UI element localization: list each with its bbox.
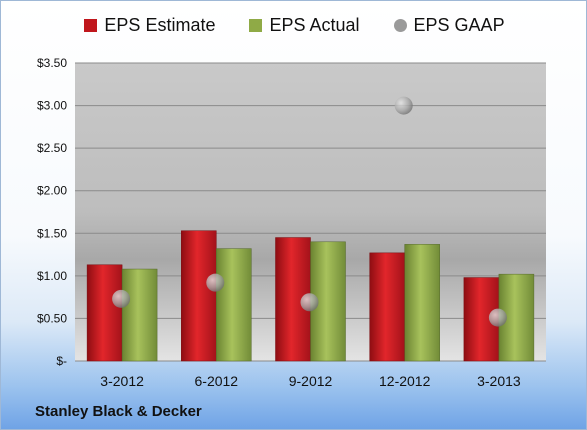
bar-eps-estimate <box>181 230 217 362</box>
x-tick-label: 12-2012 <box>379 373 431 389</box>
point-eps-gaap <box>206 273 225 292</box>
legend-label-actual: EPS Actual <box>269 15 360 35</box>
legend-swatch-estimate <box>84 19 98 32</box>
y-tick-label: $1.50 <box>37 226 67 240</box>
x-tick-label: 3-2012 <box>100 373 144 389</box>
legend-item-actual: EPS Actual <box>249 15 360 36</box>
point-eps-gaap <box>300 293 319 312</box>
bar-eps-estimate <box>86 264 123 362</box>
x-tick-label: 9-2012 <box>289 373 333 389</box>
y-tick-label: $3.00 <box>37 99 67 113</box>
legend-label-gaap: EPS GAAP <box>413 15 505 35</box>
legend-item-estimate: EPS Estimate <box>84 15 215 36</box>
y-tick-label: $- <box>56 354 67 368</box>
y-tick-label: $2.00 <box>37 184 67 198</box>
legend-label-estimate: EPS Estimate <box>104 15 216 35</box>
y-tick-label: $3.50 <box>37 56 67 70</box>
y-tick-label: $0.50 <box>37 311 67 325</box>
y-tick-label: $1.00 <box>37 269 67 283</box>
y-tick-label: $2.50 <box>37 141 67 155</box>
bar-eps-estimate <box>369 252 405 362</box>
legend-swatch-actual <box>249 19 263 32</box>
legend-item-gaap: EPS GAAP <box>393 15 505 36</box>
bar-eps-actual <box>404 244 440 362</box>
company-name: Stanley Black & Decker <box>35 403 202 420</box>
legend-swatch-gaap <box>393 19 407 32</box>
point-eps-gaap <box>394 96 413 115</box>
bar-eps-actual <box>216 248 252 362</box>
point-eps-gaap <box>488 308 507 327</box>
x-tick-label: 6-2012 <box>195 373 239 389</box>
bar-eps-actual <box>121 268 158 362</box>
x-tick-label: 3-2013 <box>477 373 521 389</box>
legend: EPS Estimate EPS Actual EPS GAAP <box>1 15 586 36</box>
point-eps-gaap <box>112 289 131 308</box>
